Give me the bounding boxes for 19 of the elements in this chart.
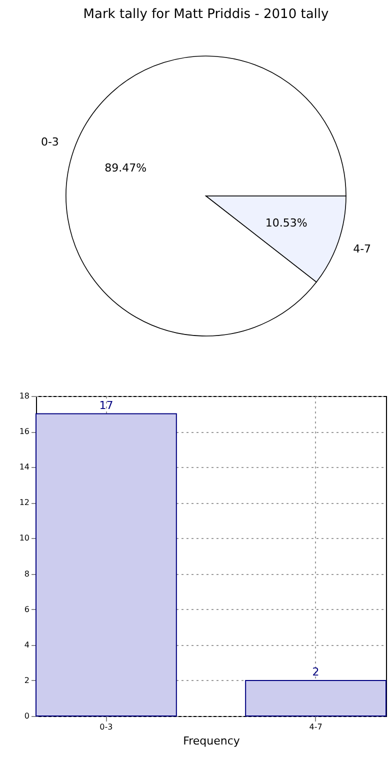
data-label: 10.53% xyxy=(265,216,308,230)
y-tick-label: 10 xyxy=(19,534,30,543)
y-tick-label: 14 xyxy=(19,462,30,472)
chart-title: Mark tally for Matt Priddis - 2010 tally xyxy=(83,7,330,22)
data-label: 17 xyxy=(99,398,114,412)
y-tick-label: 18 xyxy=(19,392,30,400)
y-tick-label: 2 xyxy=(24,676,30,685)
y-tick-label: 12 xyxy=(19,498,30,508)
y-tick-label: 4 xyxy=(24,640,30,650)
y-tick-label: 6 xyxy=(24,604,30,614)
data-label: 89.47% xyxy=(104,161,147,174)
y-tick-label: 16 xyxy=(19,427,30,436)
pie-slice xyxy=(66,56,346,336)
slice-label: 4-7 xyxy=(353,242,372,256)
y-tick-label: 8 xyxy=(24,569,30,578)
data-label: 2 xyxy=(312,665,320,678)
y-tick-label: 0 xyxy=(24,712,30,720)
x-axis-title: Frequency xyxy=(183,734,240,748)
slice-label: 0-3 xyxy=(40,135,59,148)
